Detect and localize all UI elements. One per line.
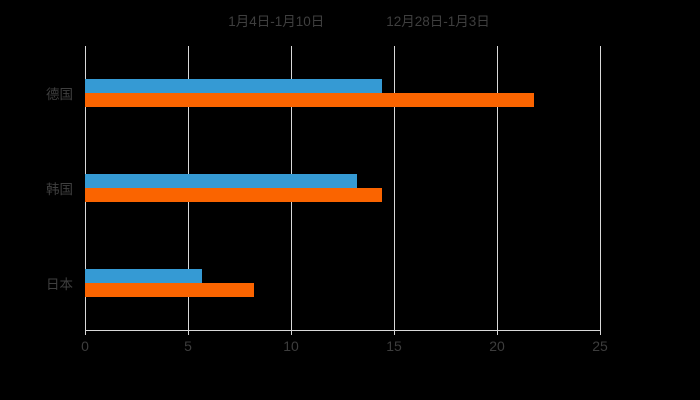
bar-0-series-1[interactable] (85, 93, 535, 108)
bar-1-series-0[interactable] (85, 174, 357, 188)
bar-0-series-0[interactable] (85, 79, 382, 94)
x-tick-mark (497, 330, 498, 335)
bar-1-series-1[interactable] (85, 188, 382, 202)
gridline (394, 46, 395, 330)
x-tick-mark (600, 330, 601, 335)
chart-legend: 1月4日-1月10日 12月28日-1月3日 (0, 6, 700, 34)
x-tick-label: 10 (283, 338, 299, 354)
legend-item-series-0[interactable]: 1月4日-1月10日 (210, 10, 324, 30)
x-tick-mark (394, 330, 395, 335)
legend-swatch-square-icon (368, 15, 379, 26)
x-tick-mark (188, 330, 189, 335)
x-tick-mark (291, 330, 292, 335)
legend-swatch-circle-icon (210, 15, 221, 26)
x-axis-line (85, 330, 601, 331)
plot-area: 0 5 10 15 20 25 德国韩国日本 (46, 46, 608, 354)
legend-item-series-1[interactable]: 12月28日-1月3日 (368, 10, 490, 30)
x-tick-label: 0 (81, 338, 89, 354)
gridline (600, 46, 601, 330)
x-tick-mark (85, 330, 86, 335)
y-axis-category-label: 韩国 (46, 182, 73, 197)
bar-2-series-0[interactable] (85, 268, 203, 283)
x-tick-label: 20 (489, 338, 505, 354)
y-axis-category-label: 德国 (46, 87, 73, 103)
legend-label-series-1: 12月28日-1月3日 (386, 14, 490, 29)
bar-2-series-1[interactable] (85, 282, 254, 297)
x-tick-label: 15 (386, 338, 402, 354)
legend-label-series-0: 1月4日-1月10日 (228, 14, 325, 29)
x-tick-label: 5 (184, 338, 192, 354)
x-tick-label: 25 (592, 338, 608, 354)
y-axis-category-label: 日本 (46, 276, 73, 292)
gridline (497, 46, 498, 330)
